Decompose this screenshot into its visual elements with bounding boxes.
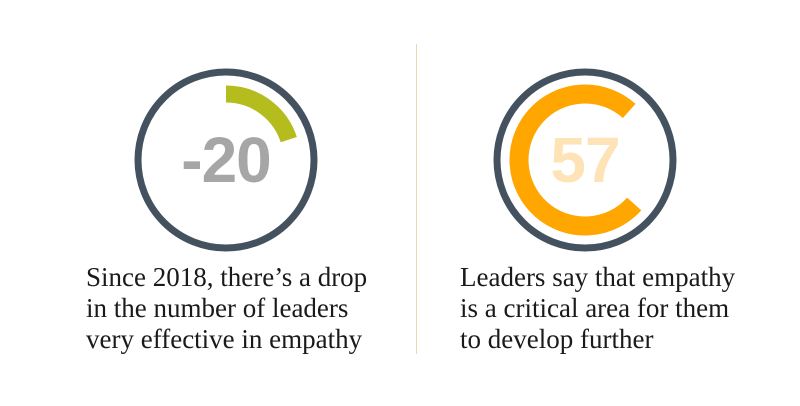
caption-line: is a critical area for them (460, 293, 730, 323)
gauge-right-progress-arc (509, 84, 642, 236)
gauge-left-progress-arc (225, 85, 297, 143)
gauge-left-ring-svg (134, 68, 318, 252)
caption-line: very effective in empathy (86, 324, 363, 354)
gauge-left-value: -20 (181, 124, 272, 196)
stat-drop-in-effective-leaders: -20 Since 2018, there’s a drop in the nu… (86, 65, 386, 355)
gauge-right-outer-ring (493, 68, 677, 252)
gauge-right-value: 57 (550, 124, 620, 196)
caption-line: in the number of leaders (86, 293, 349, 323)
caption-line: Since 2018, there’s a drop (86, 262, 368, 292)
gauge-left: -20 (131, 65, 321, 255)
gauge-left-outer-ring (134, 68, 318, 252)
gauge-right-ring-svg (493, 68, 677, 252)
vertical-divider (416, 44, 417, 354)
caption-line: to develop further (460, 324, 654, 354)
caption-line: Leaders say that empathy (460, 262, 736, 292)
gauge-right: 57 (490, 65, 680, 255)
stat-right-caption: Leaders say that empathy is a critical a… (460, 262, 760, 355)
stat-left-caption: Since 2018, there’s a drop in the number… (86, 262, 386, 355)
stat-empathy-critical-area: 57 Leaders say that empathy is a critica… (400, 0, 800, 406)
